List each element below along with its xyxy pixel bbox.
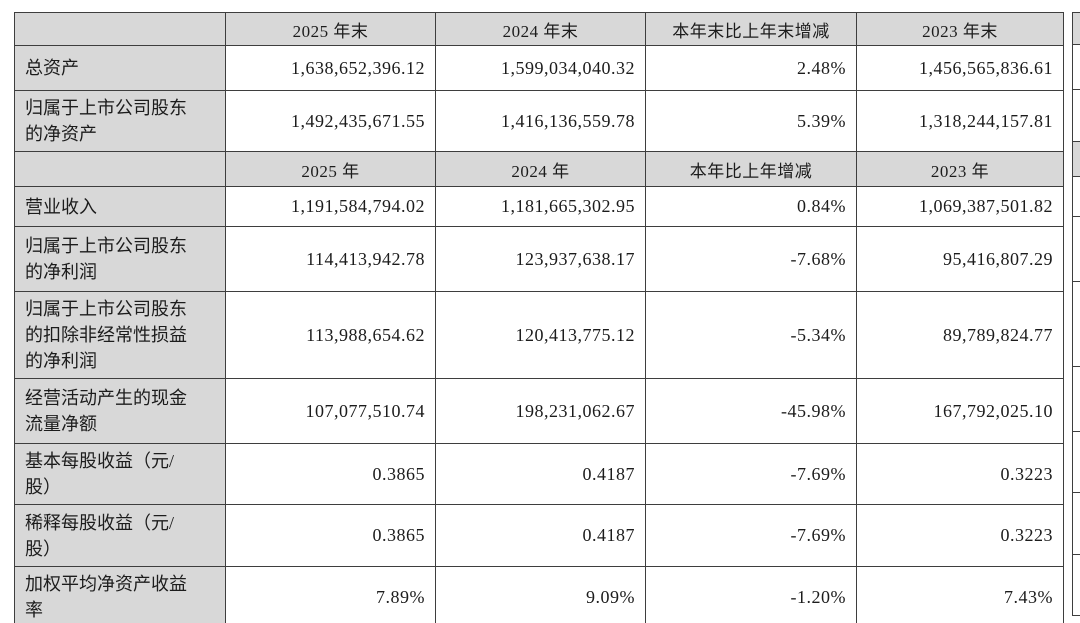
value-2025: 107,077,510.74 [225, 378, 436, 444]
clipped-cell [1072, 493, 1080, 555]
table-row-revenue: 营业收入 1,191,584,794.02 1,181,665,302.95 0… [14, 186, 1064, 227]
clipped-table-column [1072, 12, 1080, 616]
value-2024: 0.4187 [435, 443, 646, 505]
value-2025: 7.89% [225, 566, 436, 623]
header-year-change: 本年比上年增减 [645, 151, 857, 187]
value-2023: 1,456,565,836.61 [856, 45, 1064, 91]
value-2025: 0.3865 [225, 443, 436, 505]
value-2024: 9.09% [435, 566, 646, 623]
value-change: 2.48% [645, 45, 857, 91]
value-2023: 7.43% [856, 566, 1064, 623]
header-blank-cell [14, 151, 226, 187]
clipped-cell [1072, 555, 1080, 616]
header-2025-year: 2025 年 [225, 151, 436, 187]
header-row-year-end: 2025 年末 2024 年末 本年末比上年末增减 2023 年末 [14, 12, 1064, 46]
value-2023: 89,789,824.77 [856, 291, 1064, 379]
row-label: 基本每股收益（元/股） [14, 443, 226, 505]
clipped-cell [1072, 45, 1080, 90]
row-label: 稀释每股收益（元/股） [14, 504, 226, 567]
header-year-end-change: 本年末比上年末增减 [645, 12, 857, 46]
row-label: 营业收入 [14, 186, 226, 227]
row-label: 归属于上市公司股东的净利润 [14, 226, 226, 292]
value-2025: 1,492,435,671.55 [225, 90, 436, 152]
clipped-cell [1072, 217, 1080, 282]
table-row-weighted-avg-roe: 加权平均净资产收益率 7.89% 9.09% -1.20% 7.43% [14, 566, 1064, 623]
value-2024: 1,181,665,302.95 [435, 186, 646, 227]
clipped-header-cell [1072, 12, 1080, 45]
value-2023: 0.3223 [856, 504, 1064, 567]
value-2023: 167,792,025.10 [856, 378, 1064, 444]
clipped-cell [1072, 282, 1080, 367]
value-change: -1.20% [645, 566, 857, 623]
value-2023: 0.3223 [856, 443, 1064, 505]
table-row-net-profit: 归属于上市公司股东的净利润 114,413,942.78 123,937,638… [14, 226, 1064, 292]
header-row-year: 2025 年 2024 年 本年比上年增减 2023 年 [14, 151, 1064, 187]
value-2024: 198,231,062.67 [435, 378, 646, 444]
value-2025: 113,988,654.62 [225, 291, 436, 379]
value-change: -7.69% [645, 504, 857, 567]
value-change: 5.39% [645, 90, 857, 152]
table-row-basic-eps: 基本每股收益（元/股） 0.3865 0.4187 -7.69% 0.3223 [14, 443, 1064, 505]
table-row-net-profit-excl-nonrecurring: 归属于上市公司股东的扣除非经常性损益的净利润 113,988,654.62 12… [14, 291, 1064, 379]
value-2024: 120,413,775.12 [435, 291, 646, 379]
value-2025: 0.3865 [225, 504, 436, 567]
clipped-header-cell [1072, 142, 1080, 177]
value-2023: 1,318,244,157.81 [856, 90, 1064, 152]
header-2023-year: 2023 年 [856, 151, 1064, 187]
value-2025: 1,638,652,396.12 [225, 45, 436, 91]
value-change: -5.34% [645, 291, 857, 379]
table-row-net-assets: 归属于上市公司股东的净资产 1,492,435,671.55 1,416,136… [14, 90, 1064, 152]
value-change: -7.69% [645, 443, 857, 505]
clipped-cell [1072, 367, 1080, 432]
value-2023: 1,069,387,501.82 [856, 186, 1064, 227]
clipped-cell [1072, 177, 1080, 217]
value-change: -7.68% [645, 226, 857, 292]
header-2024-year-end: 2024 年末 [435, 12, 646, 46]
row-label: 总资产 [14, 45, 226, 91]
row-label: 归属于上市公司股东的净资产 [14, 90, 226, 152]
header-2023-year-end: 2023 年末 [856, 12, 1064, 46]
value-change: -45.98% [645, 378, 857, 444]
header-2024-year: 2024 年 [435, 151, 646, 187]
value-2024: 1,416,136,559.78 [435, 90, 646, 152]
financial-summary-table: 2025 年末 2024 年末 本年末比上年末增减 2023 年末 总资产 1,… [14, 12, 1064, 623]
clipped-cell [1072, 432, 1080, 493]
row-label: 归属于上市公司股东的扣除非经常性损益的净利润 [14, 291, 226, 379]
header-blank-cell [14, 12, 226, 46]
table-row-operating-cash-flow: 经营活动产生的现金流量净额 107,077,510.74 198,231,062… [14, 378, 1064, 444]
value-2025: 1,191,584,794.02 [225, 186, 436, 227]
table-row-diluted-eps: 稀释每股收益（元/股） 0.3865 0.4187 -7.69% 0.3223 [14, 504, 1064, 567]
value-2023: 95,416,807.29 [856, 226, 1064, 292]
clipped-cell [1072, 90, 1080, 142]
table-row-total-assets: 总资产 1,638,652,396.12 1,599,034,040.32 2.… [14, 45, 1064, 91]
value-2024: 1,599,034,040.32 [435, 45, 646, 91]
row-label: 加权平均净资产收益率 [14, 566, 226, 623]
value-2024: 0.4187 [435, 504, 646, 567]
value-2025: 114,413,942.78 [225, 226, 436, 292]
value-change: 0.84% [645, 186, 857, 227]
row-label: 经营活动产生的现金流量净额 [14, 378, 226, 444]
header-2025-year-end: 2025 年末 [225, 12, 436, 46]
value-2024: 123,937,638.17 [435, 226, 646, 292]
